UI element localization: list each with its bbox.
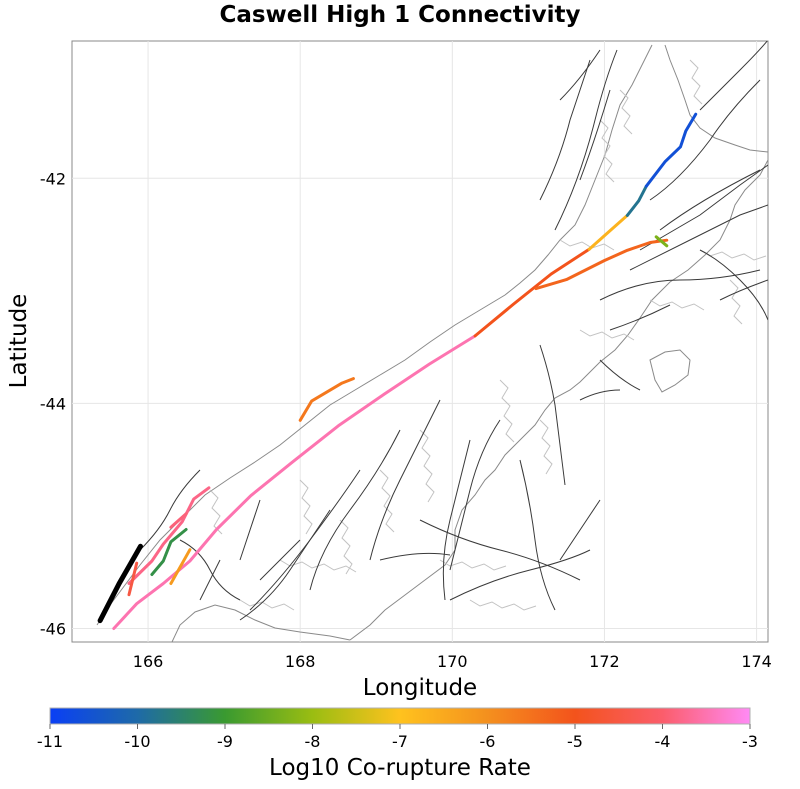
y-tick-labels: -42 -44 -46	[40, 169, 66, 638]
southern-coast	[171, 604, 351, 642]
rupture-segment	[169, 548, 192, 585]
colorbar-tick-label: -4	[655, 732, 671, 751]
rupture-segment	[127, 486, 211, 585]
x-tick-labels: 166 168 170 172 174	[133, 652, 772, 671]
rupture-layer	[112, 112, 698, 630]
rupture-segment	[169, 512, 188, 529]
colorbar	[49, 707, 751, 725]
y-axis-label: Latitude	[6, 294, 32, 389]
x-tick-label: 166	[133, 652, 164, 671]
colorbar-tick-label: -9	[217, 732, 233, 751]
rupture-segment	[654, 235, 669, 248]
rupture-segment	[473, 247, 591, 338]
colorbar-tick-label: -3	[742, 732, 758, 751]
colorbar-tick-label: -8	[305, 732, 321, 751]
rupture-segment	[587, 213, 629, 251]
fault-network	[139, 41, 768, 621]
colorbar-tick-labels: -11 -10 -9 -8 -7 -6 -5 -4 -3	[37, 724, 758, 751]
rupture-segment	[298, 377, 355, 422]
y-tick-label: -44	[40, 394, 66, 413]
x-tick-label: 172	[589, 652, 620, 671]
rupture-segment	[150, 528, 188, 576]
colorbar-tick-label: -5	[567, 732, 583, 751]
x-tick-label: 168	[285, 652, 316, 671]
colorbar-tick-label: -7	[392, 732, 408, 751]
rupture-segment	[112, 334, 477, 630]
rupture-segment	[625, 184, 648, 217]
colorbar-tick-label: -11	[37, 732, 63, 751]
colorbar-tick-label: -10	[124, 732, 150, 751]
source-fault	[97, 543, 143, 624]
colorbar-label: Log10 Co-rupture Rate	[269, 755, 531, 781]
chart-title: Caswell High 1 Connectivity	[219, 2, 581, 28]
x-tick-label: 174	[741, 652, 772, 671]
rupture-segment	[644, 112, 698, 188]
x-tick-label: 170	[437, 652, 468, 671]
colorbar-tick-label: -6	[480, 732, 496, 751]
plot-area	[71, 40, 769, 643]
rupture-segment	[534, 238, 669, 291]
source-layer	[97, 543, 143, 624]
banks-peninsula	[649, 349, 691, 393]
y-tick-label: -42	[40, 169, 66, 188]
rupture-segment	[127, 561, 139, 597]
y-tick-label: -46	[40, 619, 66, 638]
x-axis-label: Longitude	[363, 675, 477, 701]
